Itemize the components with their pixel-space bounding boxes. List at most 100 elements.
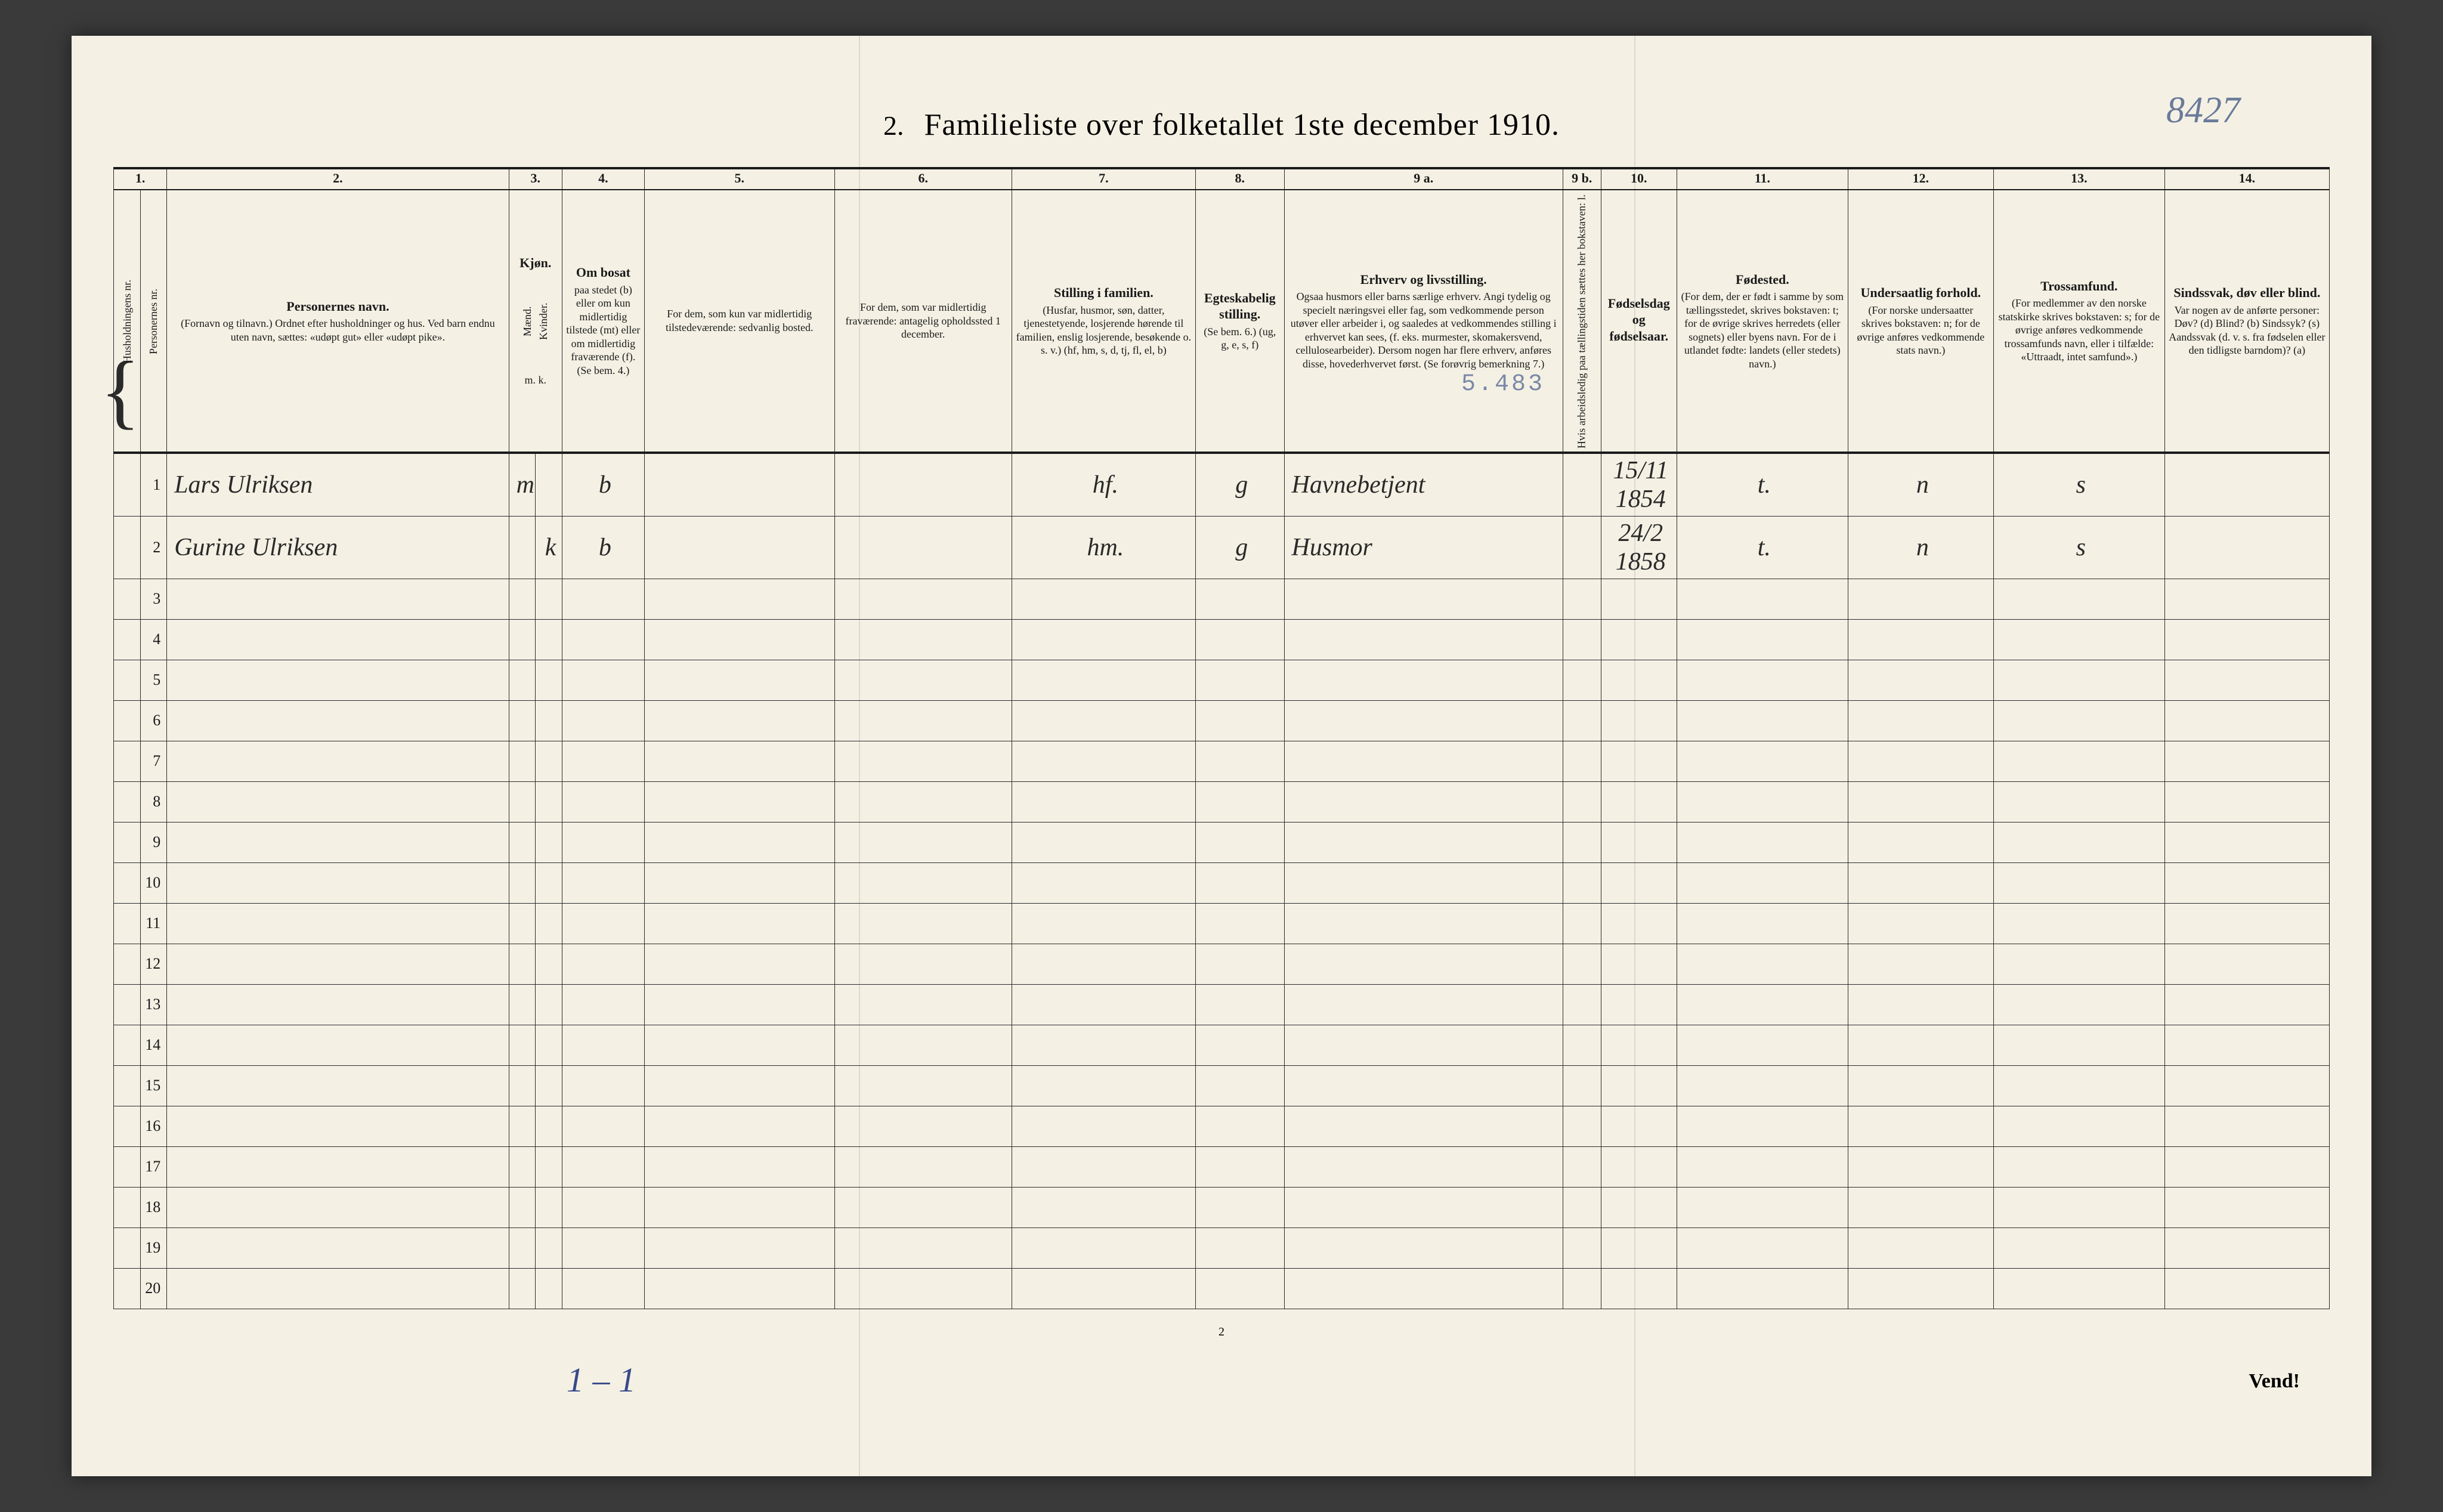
birthdate-cell [1601,862,1677,903]
birthplace-cell: t. [1677,516,1848,579]
household-cell [114,1106,141,1146]
name-cell [167,944,509,984]
unemployed-cell [1563,944,1601,984]
hdr-c14-title: Sindssvak, døv eller blind. [2169,285,2326,301]
marital-cell: g [1195,516,1284,579]
sex-k-cell [536,903,562,944]
birthdate-cell [1601,1065,1677,1106]
disability-cell [2164,903,2329,944]
disability-cell [2164,862,2329,903]
temp-present-cell [644,700,834,741]
hdr-disability: Sindssvak, døv eller blind. Var nogen av… [2164,190,2329,453]
temp-present-cell [644,453,834,517]
row-number: 10 [140,862,167,903]
residence-cell [562,903,644,944]
family-position-cell [1012,1268,1195,1309]
residence-cell [562,1268,644,1309]
family-position-cell [1012,660,1195,700]
marital-cell [1195,822,1284,862]
hdr-name-title: Personernes navn. [171,298,505,315]
occupation-cell [1284,660,1563,700]
name-cell [167,1065,509,1106]
row-number: 7 [140,741,167,781]
temp-present-cell [644,741,834,781]
name-cell [167,822,509,862]
religion-cell [1993,579,2164,619]
birthdate-cell [1601,1187,1677,1227]
colnum-14: 14. [2164,168,2329,190]
occupation-cell [1284,1025,1563,1065]
occupation-cell [1284,579,1563,619]
name-cell [167,579,509,619]
temp-present-cell [644,944,834,984]
religion-cell [1993,1146,2164,1187]
temp-present-cell [644,822,834,862]
hdr-birthdate: Fødselsdag og fødselsaar. [1601,190,1677,453]
occupation-cell [1284,619,1563,660]
household-cell [114,984,141,1025]
hdr-c9a-sub: Ogsaa husmors eller barns særlige erhver… [1288,290,1559,370]
household-cell [114,1025,141,1065]
occupation-cell [1284,944,1563,984]
residence-cell [562,741,644,781]
temp-present-cell [644,1227,834,1268]
sex-k-cell [536,700,562,741]
household-cell [114,862,141,903]
colnum-10: 10. [1601,168,1677,190]
table-row: 15 [114,1065,2330,1106]
hdr-sex-k: Kvinder. [537,274,551,369]
handwritten-sheet-id: 8427 [2166,89,2240,132]
hdr-c11-title: Fødested. [1681,271,1844,288]
household-cell [114,822,141,862]
religion-cell [1993,862,2164,903]
occupation-cell [1284,862,1563,903]
religion-cell [1993,1227,2164,1268]
religion-cell: s [1993,516,2164,579]
sex-k-cell [536,862,562,903]
temp-present-cell [644,1268,834,1309]
table-header: 1. 2. 3. 4. 5. 6. 7. 8. 9 a. 9 b. 10. 11… [114,168,2330,453]
hdr-c5-sub: For dem, som kun var midlertidig tilsted… [648,307,831,334]
unemployed-cell [1563,822,1601,862]
birthdate-cell [1601,1268,1677,1309]
birthdate-cell [1601,579,1677,619]
citizenship-cell [1848,984,1993,1025]
colnum-11: 11. [1677,168,1848,190]
sex-k-cell [536,660,562,700]
name-cell [167,862,509,903]
unemployed-cell [1563,1065,1601,1106]
row-number: 20 [140,1268,167,1309]
birthplace-cell [1677,1106,1848,1146]
household-cell [114,944,141,984]
sex-m-cell [509,1187,536,1227]
unemployed-cell [1563,984,1601,1025]
unemployed-cell [1563,619,1601,660]
citizenship-cell [1848,1187,1993,1227]
stamp-number: 5.483 [1461,371,1545,398]
sex-k-cell [536,822,562,862]
citizenship-cell [1848,781,1993,822]
table-body: 1Lars Ulriksenmbhf.gHavnebetjent15/11 18… [114,453,2330,1309]
temp-absent-cell [834,1025,1012,1065]
hdr-c13-sub: (For medlemmer av den norske statskirke … [1997,296,2161,364]
birthplace-cell [1677,660,1848,700]
sex-m-cell [509,903,536,944]
page-number: 2 [1219,1325,1224,1339]
family-position-cell [1012,1146,1195,1187]
table-row: 12 [114,944,2330,984]
residence-cell [562,822,644,862]
table-row: 8 [114,781,2330,822]
hdr-c12-title: Undersaatlig forhold. [1852,285,1990,301]
sex-m-cell [509,1065,536,1106]
occupation-cell [1284,984,1563,1025]
census-form-sheet: 2. Familieliste over folketallet 1ste de… [72,36,2371,1476]
marital-cell [1195,862,1284,903]
household-cell [114,1065,141,1106]
name-cell [167,1146,509,1187]
birthdate-cell [1601,781,1677,822]
residence-cell [562,1025,644,1065]
religion-cell [1993,822,2164,862]
hdr-sex-foot: m. k. [513,373,558,387]
family-position-cell [1012,700,1195,741]
citizenship-cell [1848,579,1993,619]
